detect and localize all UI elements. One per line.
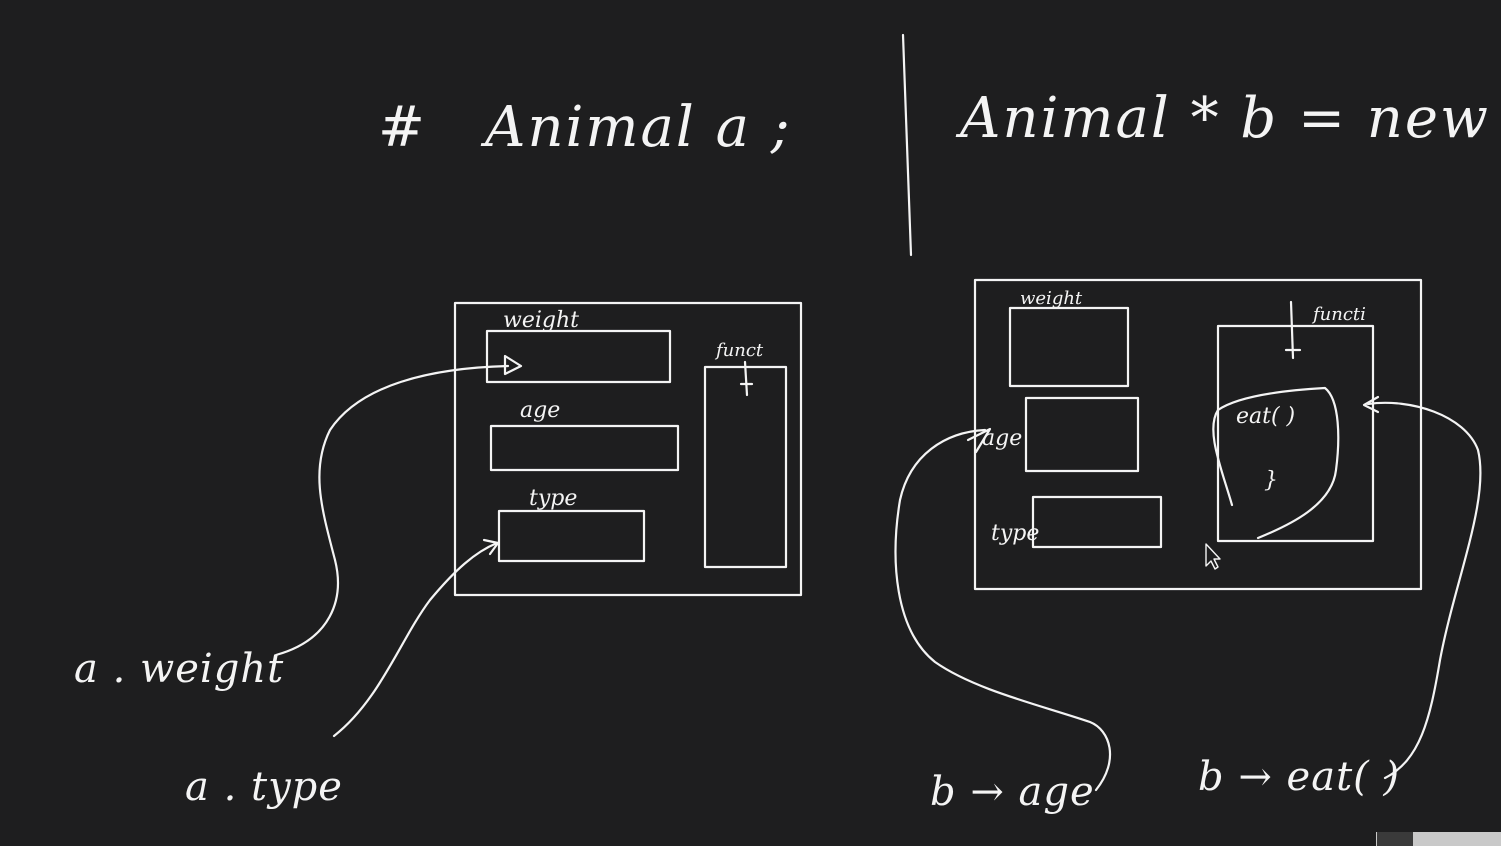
left-type-field — [497, 509, 646, 563]
left-type-label: type — [529, 486, 577, 511]
corner-overlay-dark — [1377, 832, 1413, 846]
a-weight-arrowhead — [503, 354, 523, 376]
b-eat-arrowhead — [1362, 395, 1380, 414]
left-object-box — [453, 301, 803, 597]
left-declaration: Animal a ; — [480, 95, 792, 160]
a-weight-arrow — [274, 364, 510, 657]
b-eat-arrow — [1366, 401, 1482, 780]
right-funct-label: functi — [1311, 304, 1366, 325]
left-age-field — [489, 424, 680, 472]
left-funct-label: funct — [714, 340, 764, 361]
a-type-arrow — [332, 541, 499, 738]
b-age-arrow — [894, 428, 1112, 792]
eat-method-body: } — [1264, 468, 1278, 493]
right-weight-field — [1008, 306, 1130, 388]
left-weight-field — [485, 329, 672, 384]
left-weight-label: weight — [503, 308, 579, 333]
right-weight-label: weight — [1020, 288, 1083, 309]
eat-method-label: eat( ) — [1236, 404, 1295, 429]
right-funct-field — [1216, 324, 1375, 543]
right-object-box — [973, 278, 1423, 591]
right-type-field — [1031, 495, 1163, 549]
mouse-cursor-icon — [1205, 543, 1221, 570]
eat-method-outline — [1212, 386, 1340, 540]
right-age-field — [1024, 396, 1140, 473]
a-type-expression: a . type — [185, 764, 343, 810]
right-funct-pointer — [1284, 300, 1302, 360]
b-eat-expression: b → eat( ) — [1198, 754, 1400, 800]
left-age-label: age — [520, 398, 560, 423]
a-weight-expression: a . weight — [74, 646, 284, 692]
right-declaration: Animal * b = new Animal ; — [955, 86, 1501, 151]
right-type-label: type — [991, 521, 1039, 546]
left-funct-pointer — [739, 360, 754, 397]
b-age-expression: b → age — [930, 769, 1095, 815]
b-age-arrowhead — [966, 427, 992, 454]
panel-divider — [901, 33, 913, 257]
left-funct-field — [703, 365, 788, 569]
heading-mark: # — [378, 95, 427, 160]
a-type-arrowhead — [482, 538, 500, 556]
